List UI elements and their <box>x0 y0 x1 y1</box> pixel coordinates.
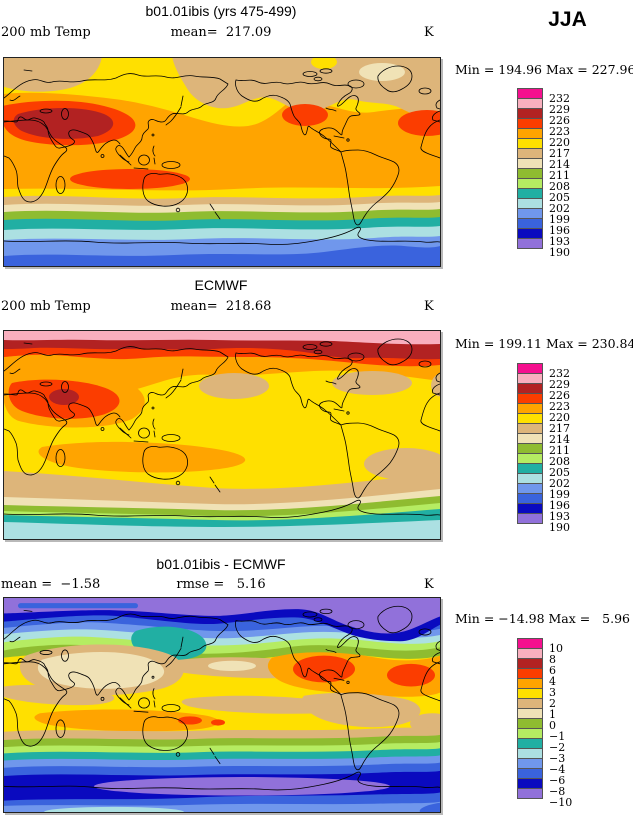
map-model-svg <box>4 58 440 266</box>
legend-tick-label: 214 <box>549 158 570 171</box>
legend-tick-label: 1 <box>549 708 556 721</box>
legend-tick-label: 193 <box>549 235 570 248</box>
legend-tick-label: 229 <box>549 378 570 391</box>
legend-swatch <box>517 513 543 524</box>
panel3-rmse-label: rmse = 5.16 <box>176 577 266 592</box>
legend-tick-label: 10 <box>549 642 563 655</box>
legend-swatch <box>517 788 543 799</box>
map-reference-svg <box>4 331 440 539</box>
legend-tick-label: 2 <box>549 697 556 710</box>
panel3-units-label: K <box>424 577 434 592</box>
panel2-mean-label: mean= 218.68 <box>170 299 272 314</box>
panel2-units-label: K <box>424 299 434 314</box>
legend-tick-label: 199 <box>549 213 570 226</box>
legend-tick-label: −10 <box>549 796 573 809</box>
legend-tick-label: 0 <box>549 719 556 732</box>
legend-tick-label: 205 <box>549 466 570 479</box>
legend-tick-label: 226 <box>549 114 570 127</box>
legend-tick-label: 220 <box>549 136 570 149</box>
map-difference-svg <box>4 598 440 812</box>
panel3-mean-label: mean = −1.58 <box>1 577 101 592</box>
panel1-legend-colorbar: 232 229 226 223 220 217 214 211 208 205 202 199 196 1… <box>517 88 570 264</box>
legend-tick-label: 208 <box>549 180 570 193</box>
panel1-variable-label: 200 mb Temp <box>1 25 91 40</box>
legend-tick-label: 226 <box>549 389 570 402</box>
legend-tick-label: 211 <box>549 169 570 182</box>
legend-tick-label: 199 <box>549 488 570 501</box>
legend-tick-label: −1 <box>549 730 566 743</box>
panel3-legend-colorbar: 10 8 6 4 3 2 1 0 −1 −2 −3 −4 −6 −8 −10 <box>517 638 572 814</box>
legend-tick-label: −6 <box>549 774 566 787</box>
legend-tick-label: 190 <box>549 521 570 534</box>
panel2-legend-colorbar: 232 229 226 223 220 217 214 211 208 205 202 199 196 1… <box>517 363 570 539</box>
map-difference <box>3 597 441 813</box>
panel3-minmax: Min = −14.98 Max = 5.96 <box>455 611 630 626</box>
legend-tick-label: 202 <box>549 202 570 215</box>
legend-tick-label: 211 <box>549 444 570 457</box>
legend-tick-label: 6 <box>549 664 556 677</box>
legend-tick-label: 193 <box>549 510 570 523</box>
panel2-variable-label: 200 mb Temp <box>1 299 91 314</box>
legend-tick-label: 217 <box>549 422 570 435</box>
legend-tick-label: 229 <box>549 103 570 116</box>
season-label: JJA <box>548 8 587 31</box>
legend-tick-label: 220 <box>549 411 570 424</box>
legend-tick-label: 232 <box>549 92 570 105</box>
map-reference <box>3 330 441 540</box>
panel1-title: b01.01ibis (yrs 475-499) <box>145 3 297 19</box>
legend-tick-label: 214 <box>549 433 570 446</box>
legend-tick-label: 196 <box>549 224 570 237</box>
panel1-mean-label: mean= 217.09 <box>170 25 272 40</box>
legend-tick-label: −3 <box>549 752 566 765</box>
panel1-minmax: Min = 194.96 Max = 227.96 <box>455 62 633 77</box>
legend-tick-label: −8 <box>549 785 566 798</box>
legend-tick-label: 217 <box>549 147 570 160</box>
legend-tick-label: 4 <box>549 675 556 688</box>
legend-tick-label: 3 <box>549 686 556 699</box>
legend-tick-label: 190 <box>549 246 570 259</box>
map-model <box>3 57 441 267</box>
legend-tick-label: 223 <box>549 125 570 138</box>
legend-tick-label: 223 <box>549 400 570 413</box>
legend-tick-label: 232 <box>549 367 570 380</box>
panel2-title: ECMWF <box>194 277 248 293</box>
legend-tick-label: 196 <box>549 499 570 512</box>
legend-tick-label: 202 <box>549 477 570 490</box>
panel2-minmax: Min = 199.11 Max = 230.84 <box>455 336 633 351</box>
legend-tick-label: 8 <box>549 653 556 666</box>
panel1-units-label: K <box>424 25 434 40</box>
legend-swatch <box>517 238 543 249</box>
legend-tick-label: 205 <box>549 191 570 204</box>
legend-tick-label: 208 <box>549 455 570 468</box>
legend-tick-label: −4 <box>549 763 566 776</box>
panel3-title: b01.01ibis - ECMWF <box>156 556 286 572</box>
legend-tick-label: −2 <box>549 741 566 754</box>
